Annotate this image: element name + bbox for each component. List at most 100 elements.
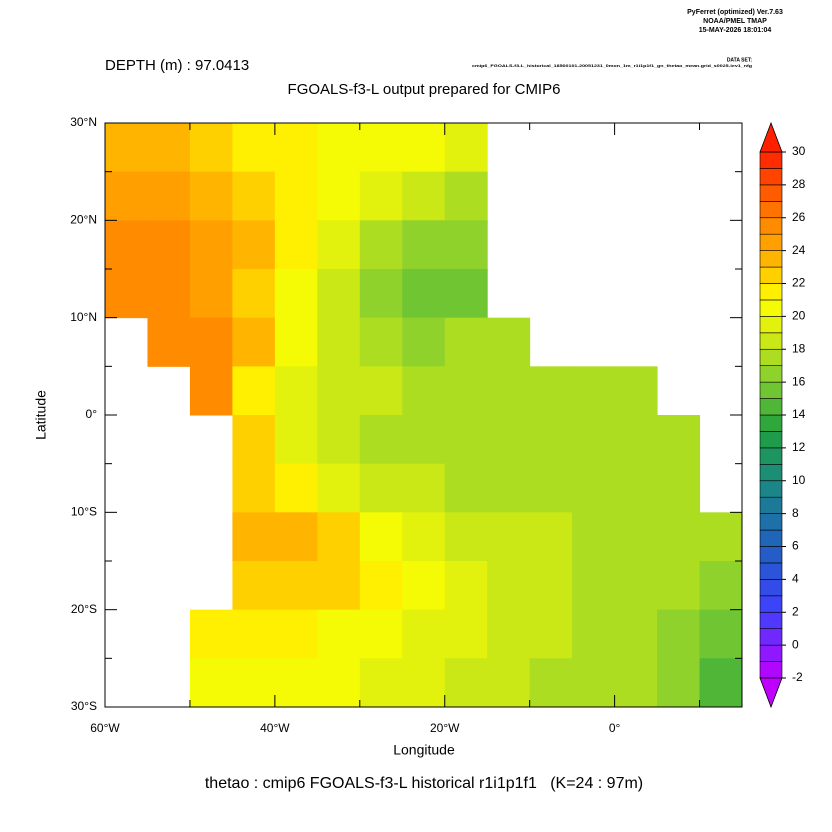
y-tick-label: 30°N — [70, 115, 97, 129]
y-tick-label: 30°S — [71, 699, 97, 713]
colorbar-label: 8 — [792, 506, 799, 520]
colorbar-box — [759, 644, 783, 662]
cell — [487, 609, 531, 659]
cell — [317, 561, 361, 611]
colorbar-label: 2 — [792, 604, 799, 618]
colorbar-box — [759, 266, 783, 284]
cell — [402, 269, 446, 319]
cell — [189, 220, 233, 270]
cell — [359, 609, 403, 659]
cell — [487, 415, 531, 465]
cell — [274, 269, 318, 319]
cell — [317, 317, 361, 367]
colorbar-box — [759, 661, 783, 679]
colorbar-box — [759, 513, 783, 531]
colorbar-box — [759, 365, 783, 383]
colorbar-box — [759, 414, 783, 432]
cell — [529, 609, 573, 659]
x-tick-label: 60°W — [90, 721, 120, 735]
cell — [657, 415, 701, 465]
cell — [189, 269, 233, 319]
cell — [317, 658, 361, 708]
colorbar-box — [759, 316, 783, 334]
cell — [614, 463, 658, 513]
cell — [189, 123, 233, 173]
cell — [444, 366, 488, 416]
header-line: NOAA/PMEL TMAP — [703, 18, 767, 25]
cell — [402, 415, 446, 465]
cell — [444, 512, 488, 562]
cell — [487, 658, 531, 708]
cell — [274, 609, 318, 659]
cell — [147, 317, 191, 367]
cell — [657, 463, 701, 513]
cell — [105, 220, 148, 270]
footer: thetao : cmip6 FGOALS-f3-L historical r1… — [205, 775, 643, 792]
colorbar-arrow — [759, 677, 783, 709]
cell — [444, 220, 488, 270]
cell — [402, 220, 446, 270]
cell — [232, 366, 276, 416]
cell — [657, 561, 701, 611]
colorbar-box — [759, 579, 783, 597]
colorbar-box — [759, 562, 783, 580]
cell — [529, 512, 573, 562]
cell — [359, 220, 403, 270]
colorbar-box — [759, 381, 783, 399]
cell — [657, 512, 701, 562]
cell — [147, 220, 191, 270]
cell — [614, 415, 658, 465]
colorbar-box — [759, 151, 783, 169]
cell — [614, 561, 658, 611]
colorbar-box — [759, 480, 783, 498]
colorbar-box — [759, 201, 783, 219]
colorbar-box — [759, 611, 783, 629]
colorbar-label: 24 — [792, 243, 806, 257]
colorbar-box — [759, 250, 783, 268]
colorbar-label: 16 — [792, 374, 806, 388]
cell — [487, 366, 531, 416]
header-line: 15-MAY-2026 18:01:04 — [699, 27, 772, 34]
cell — [444, 658, 488, 708]
cell — [402, 171, 446, 221]
cell — [274, 366, 318, 416]
colorbar-label: 22 — [792, 276, 806, 290]
colorbar-label: 12 — [792, 440, 806, 454]
y-tick-label: 20°S — [71, 602, 97, 616]
cell — [529, 561, 573, 611]
cell — [444, 609, 488, 659]
cell — [147, 171, 191, 221]
cell — [317, 171, 361, 221]
cell — [232, 171, 276, 221]
y-tick-label: 10°N — [70, 310, 97, 324]
colorbar-box — [759, 529, 783, 547]
colorbar-label: 0 — [792, 637, 799, 651]
cell — [359, 658, 403, 708]
y-tick-label: 0° — [86, 407, 98, 421]
cell — [402, 123, 446, 173]
cell — [614, 366, 658, 416]
cell — [444, 561, 488, 611]
cell — [317, 123, 361, 173]
cell — [317, 415, 361, 465]
colorbar-box — [759, 283, 783, 301]
cell — [232, 415, 276, 465]
y-axis-label: Latitude — [33, 390, 49, 440]
cell — [359, 561, 403, 611]
colorbar-box — [759, 348, 783, 366]
cell — [444, 123, 488, 173]
colorbar-box — [759, 431, 783, 449]
colorbar-box — [759, 546, 783, 564]
cell — [699, 658, 743, 708]
cell — [105, 269, 148, 319]
cell — [274, 220, 318, 270]
cell — [232, 512, 276, 562]
y-tick-label: 10°S — [71, 505, 97, 519]
colorbar-box — [759, 184, 783, 202]
cell — [232, 220, 276, 270]
cell — [572, 561, 616, 611]
header-line: PyFerret (optimized) Ver.7.63 — [687, 9, 783, 16]
cell — [614, 658, 658, 708]
x-axis-label: Longitude — [393, 742, 455, 758]
